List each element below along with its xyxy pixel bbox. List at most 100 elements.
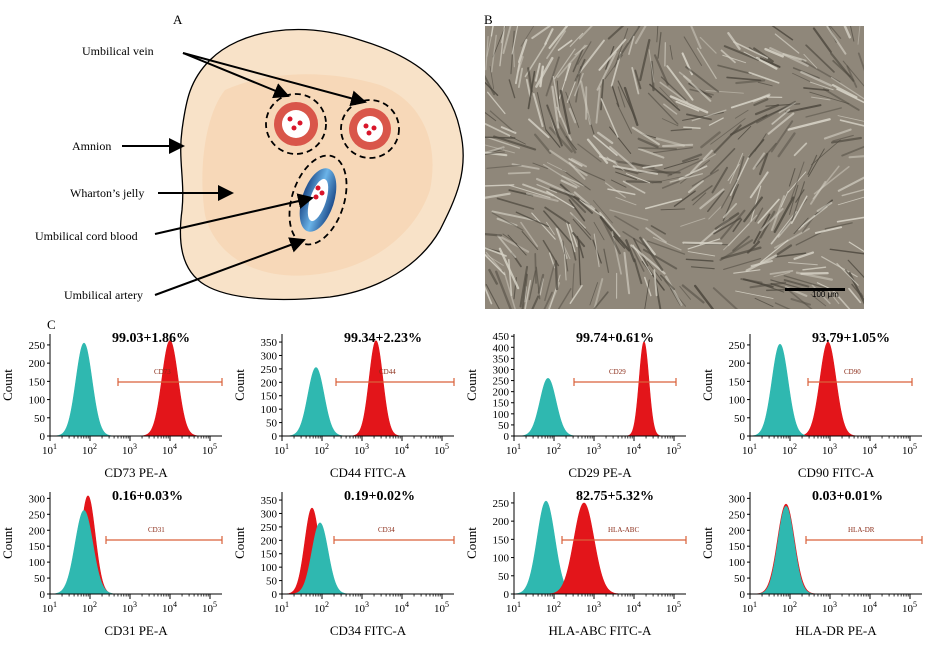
- y-tick-label: 250: [493, 376, 510, 388]
- y-tick-label: 0: [740, 431, 746, 443]
- positive-percentage: 0.16+0.03%: [112, 489, 183, 504]
- y-tick-label: 50: [266, 418, 278, 430]
- y-tick-label: 250: [29, 340, 46, 352]
- x-tick-label: 102: [546, 600, 561, 615]
- y-tick-label: 150: [261, 549, 278, 561]
- y-axis-label: Count: [0, 527, 15, 559]
- y-tick-label: 0: [40, 431, 46, 443]
- y-tick-label: 200: [493, 516, 510, 528]
- x-tick-label: 104: [862, 600, 877, 615]
- x-tick-label: 101: [742, 442, 757, 457]
- cell-micrograph: [485, 26, 864, 309]
- x-tick-label: 102: [782, 600, 797, 615]
- panel-c-letter: C: [47, 317, 56, 332]
- y-tick-label: 200: [29, 358, 46, 370]
- gate-label: CD90: [844, 368, 861, 376]
- x-tick-label: 103: [354, 442, 369, 457]
- y-tick-label: 50: [266, 576, 278, 588]
- scale-bar-label: 100 μm: [812, 290, 839, 299]
- y-tick-label: 200: [729, 358, 746, 370]
- x-tick-label: 105: [434, 600, 449, 615]
- histogram-hla-dr: HLA-DR 0 50 100 150 200 250 300 101 102 103 104 105 C…: [700, 488, 932, 648]
- y-tick-label: 0: [272, 589, 278, 601]
- control-histogram: [287, 522, 353, 595]
- x-tick-label: 101: [506, 442, 521, 457]
- x-tick-label: 102: [82, 600, 97, 615]
- y-tick-label: 350: [493, 353, 510, 365]
- y-axis-label: Count: [464, 369, 479, 401]
- label-umbilical-cord-blood: Umbilical cord blood: [35, 229, 138, 243]
- x-tick-label: 101: [42, 600, 57, 615]
- gate-label: CD29: [609, 368, 626, 376]
- x-axis-label: CD31 PE-A: [104, 623, 168, 638]
- x-tick-label: 103: [586, 442, 601, 457]
- sample-histogram: [543, 502, 625, 595]
- y-tick-label: 150: [729, 376, 746, 388]
- x-tick-label: 105: [202, 442, 217, 457]
- y-tick-label: 0: [740, 589, 746, 601]
- x-tick-label: 104: [162, 442, 177, 457]
- y-tick-label: 50: [34, 413, 46, 425]
- x-tick-label: 105: [666, 600, 681, 615]
- x-axis-label: CD29 PE-A: [568, 465, 632, 480]
- gate-label: CD31: [148, 526, 165, 534]
- x-tick-label: 105: [666, 442, 681, 457]
- y-tick-label: 50: [734, 413, 746, 425]
- y-tick-label: 200: [493, 387, 510, 399]
- x-tick-label: 104: [626, 600, 641, 615]
- x-axis-label: CD73 PE-A: [104, 465, 168, 480]
- y-tick-label: 300: [261, 508, 278, 520]
- histogram-cd29: CD29 0 50 100 150 200 250 300 350 400 450 101 102 103…: [464, 330, 696, 490]
- vein-ring-1: [265, 93, 327, 155]
- y-axis-label: Count: [232, 527, 247, 559]
- y-tick-label: 150: [493, 398, 510, 410]
- label-umbilical-vein: Umbilical vein: [82, 44, 154, 58]
- y-axis-label: Count: [700, 369, 715, 401]
- x-tick-label: 103: [354, 600, 369, 615]
- y-tick-label: 450: [493, 331, 510, 343]
- y-tick-label: 200: [29, 525, 46, 537]
- sample-histogram: [348, 340, 404, 437]
- control-histogram: [283, 367, 349, 437]
- histogram-cd90: CD90 0 50 100 150 200 250 101 102 103 104 105 Count C…: [700, 330, 932, 490]
- x-tick-label: 102: [546, 442, 561, 457]
- artery-ring: [288, 154, 348, 246]
- positive-percentage: 99.03+1.86%: [112, 331, 190, 346]
- x-axis-label: CD90 FITC-A: [798, 465, 875, 480]
- positive-percentage: 0.19+0.02%: [344, 489, 415, 504]
- positive-percentage: 93.79+1.05%: [812, 331, 890, 346]
- x-axis-label: HLA-ABC FITC-A: [549, 623, 653, 638]
- y-tick-label: 50: [34, 573, 46, 585]
- umbilical-cord-diagram: [122, 29, 464, 301]
- gate-label: CD44: [379, 368, 396, 376]
- y-tick-label: 100: [261, 562, 278, 574]
- y-tick-label: 400: [493, 342, 510, 354]
- y-tick-label: 0: [272, 431, 278, 443]
- x-tick-label: 102: [314, 442, 329, 457]
- histogram-cd44: CD44 0 50 100 150 200 250 300 350 101 102 103 104 105…: [232, 330, 464, 490]
- y-tick-label: 150: [729, 541, 746, 553]
- y-tick-label: 300: [261, 350, 278, 362]
- x-tick-label: 103: [122, 600, 137, 615]
- y-tick-label: 150: [493, 534, 510, 546]
- y-tick-label: 350: [261, 337, 278, 349]
- x-tick-label: 104: [862, 442, 877, 457]
- gate-label: HLA-ABC: [608, 526, 639, 534]
- y-tick-label: 150: [261, 391, 278, 403]
- histogram-cd34: CD34 0 50 100 150 200 250 300 350 101 102 103 104 105…: [232, 488, 464, 648]
- y-axis-label: Count: [464, 527, 479, 559]
- y-tick-label: 0: [504, 431, 510, 443]
- y-axis-label: Count: [0, 369, 15, 401]
- y-tick-label: 50: [498, 571, 510, 583]
- y-tick-label: 100: [261, 404, 278, 416]
- positive-percentage: 0.03+0.01%: [812, 489, 883, 504]
- y-tick-label: 50: [734, 573, 746, 585]
- x-tick-label: 103: [122, 442, 137, 457]
- control-histogram: [753, 505, 819, 595]
- x-tick-label: 102: [314, 600, 329, 615]
- x-tick-label: 101: [42, 442, 57, 457]
- positive-percentage: 82.75+5.32%: [576, 489, 654, 504]
- x-axis-label: HLA-DR PE-A: [795, 623, 877, 638]
- y-tick-label: 300: [493, 364, 510, 376]
- x-tick-label: 102: [82, 442, 97, 457]
